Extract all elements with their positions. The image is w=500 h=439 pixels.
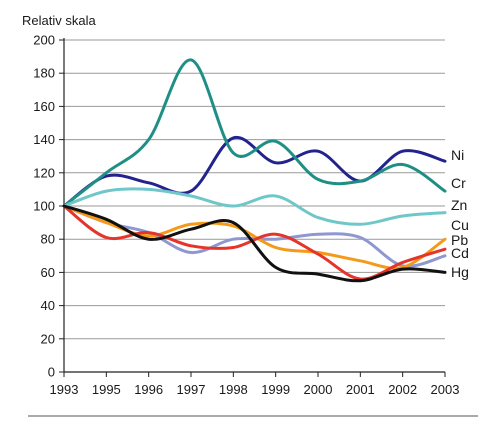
y-tick-label: 200 [33, 33, 55, 48]
series-label-cu: Cu [451, 217, 469, 233]
y-tick-labels: 0 20 40 60 80 100 120 140 160 180 200 [33, 33, 55, 380]
series-line-zn [62, 187, 447, 226]
series-lines [62, 58, 447, 283]
series-line-ni [62, 136, 447, 208]
y-tick-label: 60 [41, 265, 55, 280]
x-tick-label: 2000 [304, 382, 333, 397]
y-tick-label: 160 [33, 99, 55, 114]
x-tick-label: 2003 [431, 382, 460, 397]
y-tick-label: 100 [33, 199, 55, 214]
x-tick-label: 1998 [219, 382, 248, 397]
series-label-zn: Zn [451, 197, 467, 213]
series-line-cr [62, 58, 447, 208]
y-tick-label: 0 [48, 365, 55, 380]
gridlines [59, 39, 445, 373]
x-tick-label: 2001 [346, 382, 375, 397]
y-axis-label: Relativ skala [22, 13, 96, 28]
y-tick-label: 40 [41, 298, 55, 313]
y-tick-label: 180 [33, 66, 55, 81]
axes [63, 38, 445, 373]
x-tick-label: 1997 [177, 382, 206, 397]
series-label-ni: Ni [451, 147, 464, 163]
y-tick-label: 20 [41, 331, 55, 346]
y-tick-label: 120 [33, 165, 55, 180]
x-tick-label: 1993 [50, 382, 79, 397]
series-label-pb: Pb [451, 232, 468, 248]
series-line-hg [62, 204, 447, 283]
series-label-hg: Hg [451, 264, 469, 280]
series-line-cd [62, 204, 447, 281]
x-tick-labels: 1993 1995 1996 1997 1998 1999 2000 2001 2002 2003 [50, 372, 460, 397]
y-tick-label: 140 [33, 132, 55, 147]
series-label-cr: Cr [451, 175, 466, 191]
x-tick-label: 1999 [261, 382, 290, 397]
x-tick-label: 2002 [388, 382, 417, 397]
y-tick-label: 80 [41, 232, 55, 247]
series-label-cd: Cd [451, 245, 469, 261]
x-tick-label: 1996 [134, 382, 163, 397]
x-tick-label: 1995 [92, 382, 121, 397]
